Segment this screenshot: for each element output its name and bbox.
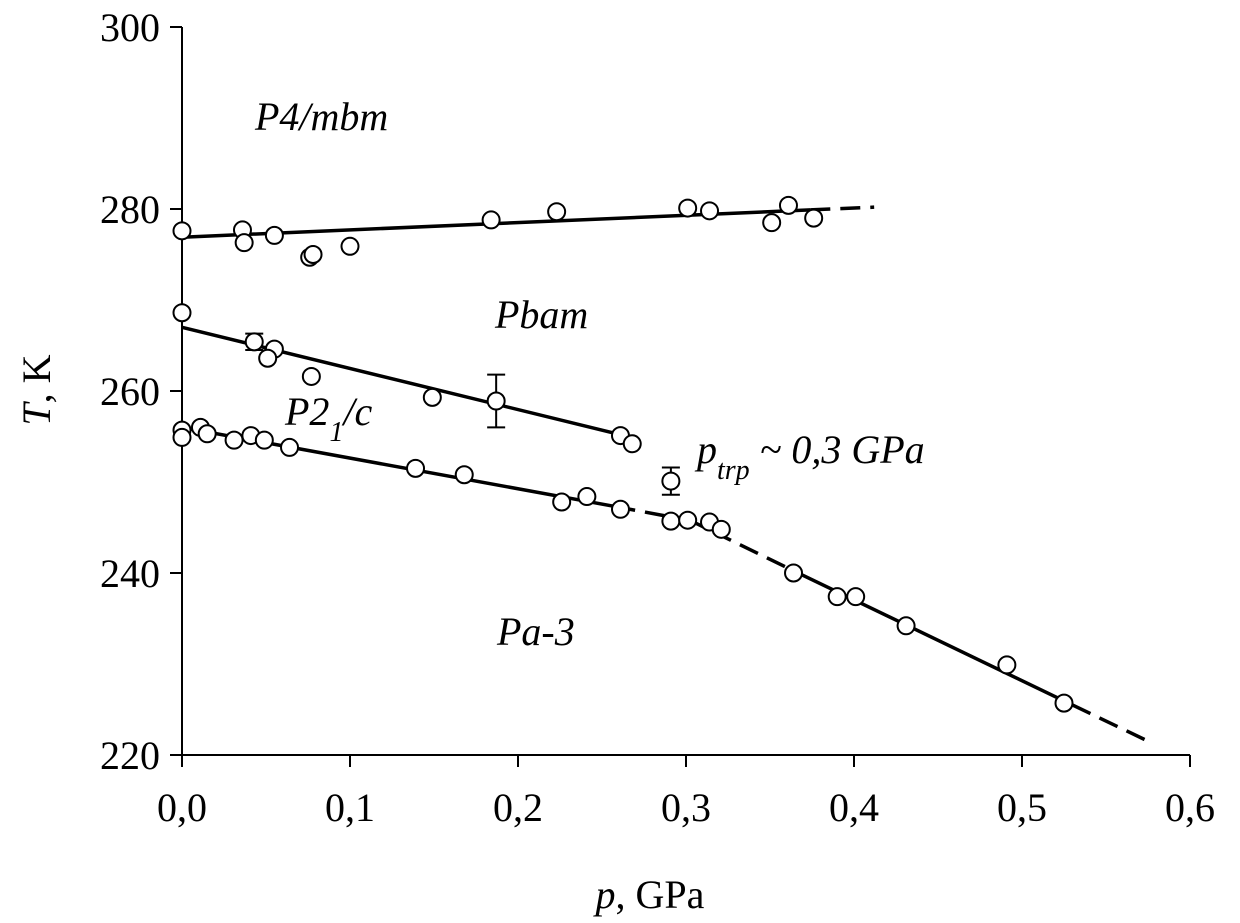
- data-point: [340, 236, 360, 256]
- data-point: [197, 424, 217, 444]
- data-point: [254, 430, 274, 450]
- text-part: p: [593, 872, 616, 917]
- text-part: T: [14, 401, 59, 426]
- data-point: [700, 201, 720, 221]
- data-point: [172, 303, 192, 323]
- annotation: P4/mbm: [254, 94, 388, 139]
- data-point: [678, 510, 698, 530]
- y-tick-label: 280: [100, 187, 160, 232]
- x-axis-label: p, GPa: [593, 872, 705, 917]
- text-part: Pbam: [494, 292, 588, 337]
- data-point: [172, 221, 192, 241]
- annotation: Pbam: [494, 292, 588, 337]
- data-point: [784, 563, 804, 583]
- text-part: p: [694, 427, 717, 472]
- data-point: [778, 195, 798, 215]
- data-point: [577, 487, 597, 507]
- data-point: [301, 366, 321, 386]
- text-part: 1: [329, 417, 343, 448]
- text-part: , GPa: [616, 872, 705, 917]
- data-point: [896, 616, 916, 636]
- data-point: [552, 492, 572, 512]
- data-point: [422, 387, 442, 407]
- data-point: [303, 245, 323, 264]
- x-tick-label: 0,1: [325, 785, 375, 830]
- text-part: ~ 0,3 GPa: [750, 427, 925, 472]
- data-point: [224, 430, 244, 450]
- data-point: [804, 208, 824, 228]
- data-point: [622, 434, 642, 454]
- data-point: [762, 213, 782, 233]
- dashed-line: [1071, 703, 1146, 742]
- text-part: trp: [717, 455, 750, 486]
- data-point: [678, 198, 698, 218]
- annotation: ptrp ~ 0,3 GPa: [694, 427, 925, 486]
- y-tick-label: 220: [100, 733, 160, 778]
- data-point: [997, 655, 1017, 675]
- data-point: [280, 437, 300, 457]
- data-point: [661, 471, 681, 491]
- data-point: [264, 225, 284, 245]
- data-point: [172, 427, 192, 447]
- x-tick-label: 0,4: [829, 785, 879, 830]
- y-tick-label: 260: [100, 369, 160, 414]
- x-tick-label: 0,5: [997, 785, 1047, 830]
- x-tick-label: 0,6: [1165, 785, 1215, 830]
- data-point: [711, 519, 731, 539]
- data-point: [481, 210, 501, 230]
- text-part: , K: [14, 354, 59, 403]
- text-part: Pa-3: [496, 609, 575, 654]
- data-point: [406, 458, 426, 478]
- x-tick-label: 0,3: [661, 785, 711, 830]
- y-tick-label: 300: [100, 5, 160, 50]
- annotation: P21/c: [284, 389, 373, 448]
- y-axis-label: T, K: [14, 354, 59, 425]
- data-point: [258, 348, 278, 368]
- text-part: P4/mbm: [254, 94, 388, 139]
- data-point: [234, 233, 254, 253]
- data-point: [454, 465, 474, 485]
- text-part: /c: [341, 389, 372, 434]
- x-tick-label: 0,0: [157, 785, 207, 830]
- data-point: [244, 332, 264, 352]
- data-point: [547, 202, 567, 222]
- data-point: [610, 499, 630, 519]
- x-tick-label: 0,2: [493, 785, 543, 830]
- dashed-line: [810, 205, 875, 212]
- data-point: [486, 391, 506, 411]
- data-point: [846, 587, 866, 607]
- data-point: [1054, 693, 1074, 713]
- data-point: [661, 511, 681, 531]
- annotation: Pa-3: [496, 609, 575, 654]
- data-point: [827, 587, 847, 607]
- y-tick-label: 240: [100, 551, 160, 596]
- text-part: P2: [284, 389, 329, 434]
